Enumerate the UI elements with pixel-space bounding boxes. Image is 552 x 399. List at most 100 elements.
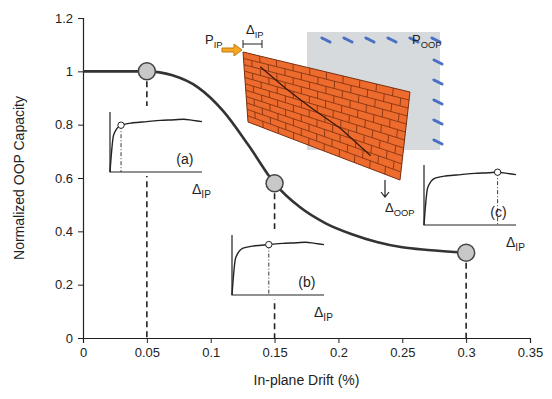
head-joint	[394, 145, 396, 153]
x-axis: 00.050.10.150.20.250.30.35	[80, 338, 543, 360]
head-joint	[365, 105, 367, 113]
head-joint	[363, 135, 365, 143]
head-joint	[277, 114, 278, 121]
tick-mark	[78, 231, 83, 232]
inset-marker	[494, 169, 500, 175]
head-joint	[260, 82, 261, 89]
head-joint	[325, 101, 326, 108]
bed-joint	[244, 65, 408, 108]
tick-mark	[78, 338, 83, 339]
tick-label: 0.3	[458, 345, 476, 360]
highlight-point	[458, 244, 475, 261]
head-joint	[383, 94, 385, 102]
head-joint	[382, 109, 384, 117]
head-joint	[386, 151, 388, 159]
head-joint	[293, 105, 294, 112]
head-joint	[317, 91, 318, 98]
head-joint	[331, 139, 332, 146]
head-joint	[285, 96, 286, 103]
head-joint	[342, 76, 343, 83]
crack	[260, 67, 370, 156]
head-joint	[293, 78, 294, 85]
tick-label: 0.2	[330, 345, 348, 360]
head-joint	[374, 99, 376, 107]
axis-line	[84, 339, 531, 344]
head-joint	[301, 128, 302, 135]
drift-arrow	[243, 40, 262, 48]
head-joint	[251, 60, 252, 66]
inset-axis-label: ΔIP	[314, 304, 333, 323]
head-joint	[324, 144, 325, 151]
head-joint	[252, 73, 253, 79]
tick: 0.35	[518, 338, 543, 360]
head-joint	[356, 125, 358, 133]
head-joint	[324, 129, 325, 136]
anchor	[434, 80, 442, 84]
head-joint	[333, 110, 334, 117]
head-joint	[340, 120, 341, 127]
tick-mark	[530, 338, 531, 343]
anchor	[434, 100, 442, 104]
bed-joint	[247, 103, 403, 156]
tick-mark	[78, 71, 83, 72]
tick: 1	[66, 64, 83, 79]
tick-label: 0.4	[55, 224, 73, 239]
inset-marker	[118, 122, 124, 128]
x-axis-title: In-plane Drift (%)	[254, 372, 360, 388]
tick-mark	[338, 338, 339, 343]
head-joint	[325, 86, 326, 93]
head-joint	[398, 114, 400, 122]
head-joint	[369, 161, 371, 169]
inset-label: (b)	[298, 274, 315, 290]
head-joint	[316, 120, 317, 127]
inset-marker-line	[268, 245, 269, 295]
head-joint	[301, 87, 302, 94]
head-joint	[301, 101, 302, 108]
head-joint	[380, 125, 382, 133]
head-joint	[259, 56, 260, 63]
head-joint	[269, 91, 270, 98]
head-joint	[350, 85, 351, 92]
head-joint	[253, 86, 254, 92]
inset-axes	[424, 165, 516, 225]
head-joint	[359, 80, 361, 88]
head-joint	[309, 68, 310, 75]
head-joint	[276, 73, 277, 80]
inset-axis-label: ΔIP	[506, 234, 525, 253]
tick: 0.3	[458, 338, 476, 360]
inset-background	[420, 159, 520, 229]
tick: 0.2	[330, 338, 348, 360]
highlight-point	[266, 175, 283, 192]
head-joint	[358, 95, 360, 103]
tick-mark	[402, 338, 403, 343]
annotation: POOP	[412, 32, 441, 50]
head-joint	[375, 84, 377, 92]
head-joint	[301, 73, 302, 80]
head-joint	[393, 161, 395, 169]
tick: 0.05	[135, 338, 160, 360]
tick: 0.4	[55, 224, 83, 239]
inset-label: (a)	[176, 151, 193, 167]
highlight-point	[138, 63, 155, 80]
tick: 0	[80, 338, 87, 360]
tick-mark	[78, 285, 83, 286]
head-joint	[254, 99, 255, 105]
anchor	[366, 38, 374, 42]
head-joint	[262, 121, 263, 128]
tick-label: 0.2	[55, 277, 73, 292]
head-joint	[293, 133, 294, 140]
head-joint	[268, 65, 269, 72]
head-joint	[261, 95, 262, 102]
inset-curve	[110, 119, 202, 172]
head-joint	[334, 81, 335, 88]
tick: 0.8	[55, 117, 83, 132]
tick-mark	[78, 178, 83, 179]
anchor	[388, 38, 396, 42]
head-joint	[276, 60, 277, 67]
head-joint	[341, 105, 342, 112]
tick-label: 0	[80, 345, 87, 360]
head-joint	[285, 109, 286, 116]
tick-mark	[147, 338, 148, 343]
load-arrow	[222, 44, 242, 56]
tick-mark	[78, 125, 83, 126]
